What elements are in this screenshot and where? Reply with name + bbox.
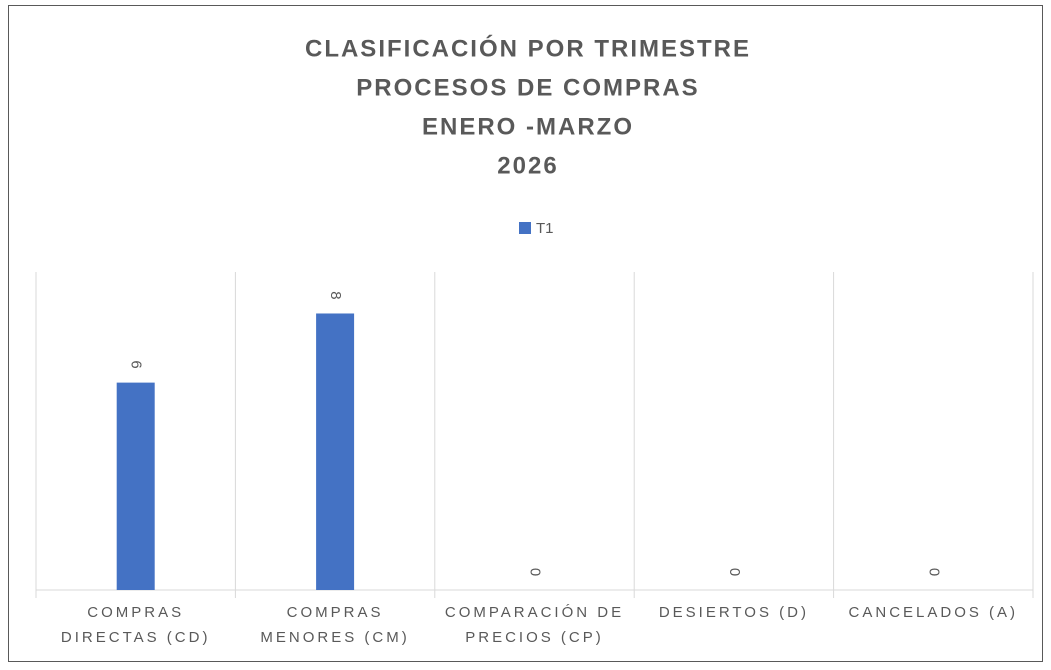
data-label: 0 xyxy=(925,568,942,576)
chart-frame xyxy=(8,5,1043,662)
bar xyxy=(116,382,155,590)
legend-swatch xyxy=(519,222,531,234)
data-label: 0 xyxy=(527,568,544,576)
x-tick-label: COMPARACIÓN DE PRECIOS (CP) xyxy=(444,604,625,646)
chart-title: CLASIFICACIÓN POR TRIMESTRE xyxy=(305,34,751,62)
data-label: 0 xyxy=(726,568,743,576)
data-label: 8 xyxy=(327,291,344,299)
data-label: 6 xyxy=(128,360,145,368)
x-tick-label: CANCELADOS (A) xyxy=(848,604,1019,621)
chart-title: ENERO -MARZO xyxy=(422,113,634,140)
bar xyxy=(316,313,355,590)
x-tick-label: COMPRAS DIRECTAS (CD) xyxy=(60,604,211,646)
x-tick-label: DESIERTOS (D) xyxy=(658,604,809,621)
chart-title: PROCESOS DE COMPRAS xyxy=(356,74,699,101)
x-tick-label: COMPRAS MENORES (CM) xyxy=(260,604,410,646)
legend-label: T1 xyxy=(536,220,554,237)
chart-title: 2026 xyxy=(497,152,558,179)
